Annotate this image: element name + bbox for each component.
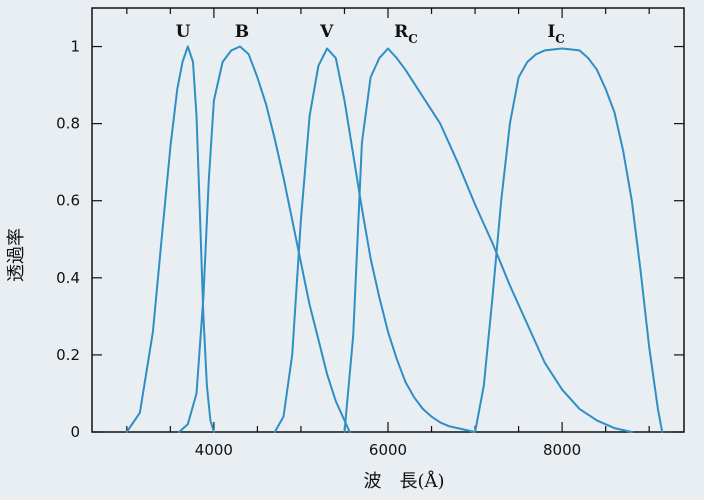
x-tick-label: 4000 — [195, 441, 233, 459]
series-label-main: U — [176, 22, 191, 42]
series-label-main: V — [319, 22, 334, 42]
x-tick-label: 6000 — [369, 441, 407, 459]
series-label-subscript: C — [408, 32, 418, 46]
x-tick-label: 8000 — [543, 441, 581, 459]
series-layer — [125, 45, 664, 433]
x-axis-title: 波 長(Å) — [363, 470, 444, 492]
series-label-ic: IC — [547, 22, 565, 46]
series-label-main: I — [547, 22, 555, 42]
series-line-rc — [343, 47, 633, 433]
series-label-v: V — [319, 22, 334, 42]
series-line-ic — [474, 47, 664, 433]
series-label-b: B — [235, 22, 249, 42]
series-label-rc: RC — [394, 22, 418, 46]
y-tick-label: 0.4 — [56, 269, 80, 287]
series-label-main: B — [235, 22, 249, 42]
series-label-u: U — [176, 22, 191, 42]
series-label-main: R — [394, 22, 409, 42]
y-tick-label: 0.6 — [56, 192, 80, 210]
ticks-layer: 0 0.2 0.4 0.6 0.8 1 4000 6000 8000 — [56, 8, 684, 459]
y-tick-label: 1 — [70, 38, 80, 56]
y-tick-label: 0.8 — [56, 115, 80, 133]
series-line-v — [273, 47, 477, 433]
labels-layer: U B V RC IC — [176, 22, 565, 46]
series-line-u — [125, 45, 215, 433]
y-tick-label: 0 — [70, 423, 80, 441]
series-label-subscript: C — [555, 32, 565, 46]
y-tick-label: 0.2 — [56, 346, 80, 364]
series-line-b — [178, 45, 351, 433]
y-axis-title: 透過率 — [6, 228, 27, 282]
